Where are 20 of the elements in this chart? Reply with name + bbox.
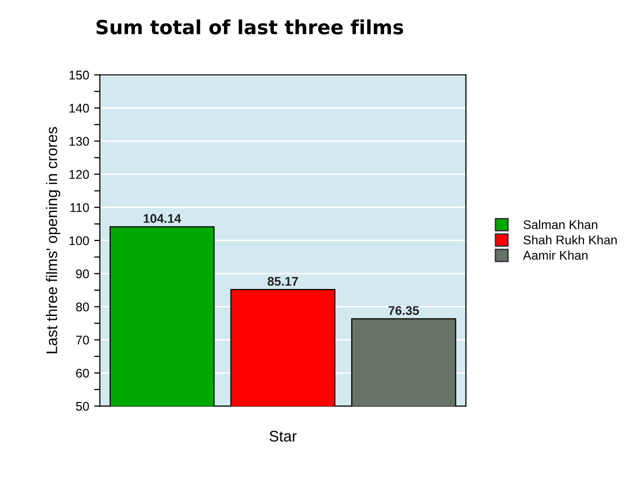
y-tick-label: 120	[70, 170, 89, 179]
x-axis-title: Star	[270, 430, 297, 442]
data-label: 104.14	[144, 214, 182, 223]
y-tick-label: 70	[76, 336, 89, 344]
data-label: 85.17	[268, 276, 298, 286]
y-tick-label: 60	[76, 368, 89, 378]
y-tick-label: 80	[76, 302, 89, 312]
legend-label: Shah Rukh Khan	[524, 235, 617, 244]
legend-label: Aamir Khan	[523, 250, 588, 260]
y-tick-label: 50	[76, 402, 89, 411]
y-tick-label: 130	[70, 136, 89, 146]
y-tick-label: 110	[70, 203, 89, 212]
data-label: 76.35	[388, 306, 419, 315]
y-tick-label: 150	[70, 70, 89, 80]
y-tick-label: 100	[70, 236, 89, 246]
y-axis-title: Last three films' opening in crores	[46, 127, 60, 354]
chart-title: Sum total of last three films	[96, 19, 404, 34]
legend-label: Salman Khan	[524, 220, 598, 230]
y-tick-label: 90	[76, 269, 89, 278]
y-tick-label: 140	[70, 104, 89, 113]
